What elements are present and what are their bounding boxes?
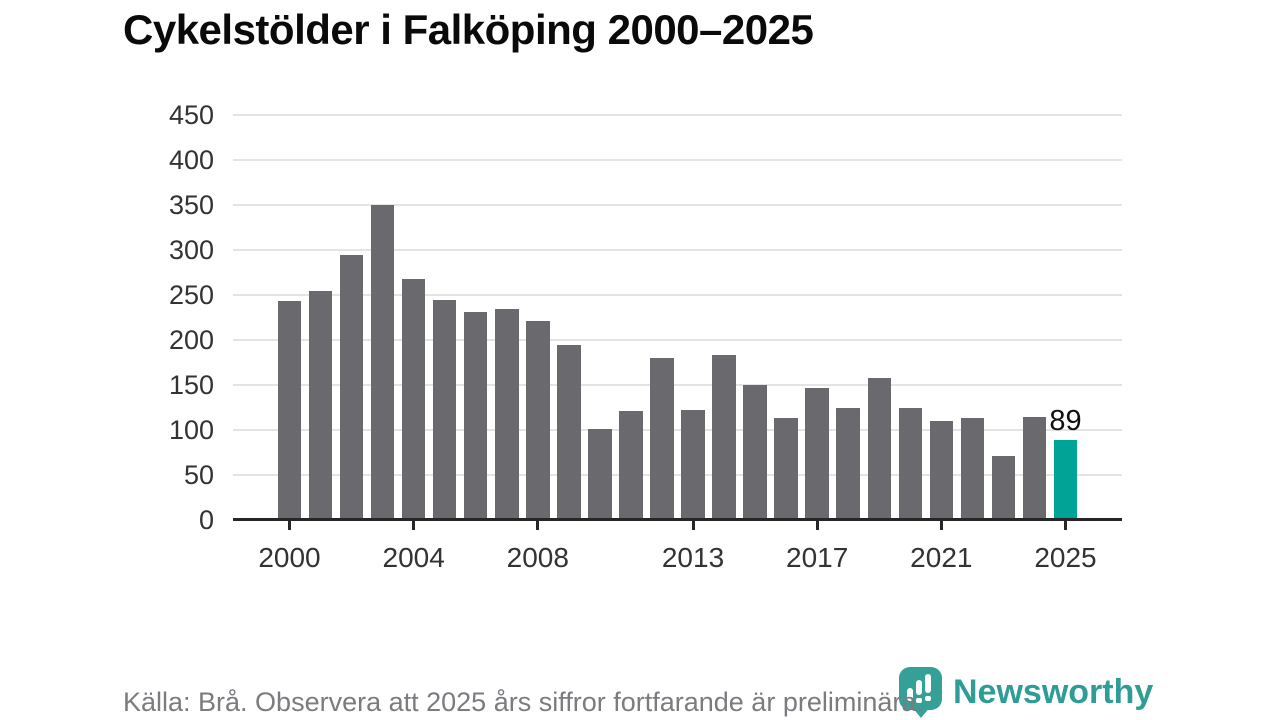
y-tick-label: 50 (183, 460, 214, 490)
bar (650, 358, 674, 520)
y-tick-label: 300 (168, 235, 214, 265)
newsworthy-logo: Newsworthy (899, 665, 1159, 720)
grid-line (233, 474, 1122, 476)
x-axis-tick (536, 521, 540, 530)
bar (495, 309, 519, 520)
x-tick-label: 2017 (786, 542, 849, 573)
bar (929, 421, 954, 520)
grid-line (233, 204, 1122, 206)
bar (277, 301, 302, 520)
bar (588, 429, 612, 520)
y-tick-label: 250 (168, 280, 214, 310)
bar (401, 278, 426, 520)
value-label: 89 (1049, 404, 1082, 437)
bar (308, 290, 333, 520)
x-tick-label: 2004 (382, 542, 445, 573)
bar (836, 407, 860, 520)
y-tick-label: 450 (168, 100, 214, 130)
x-tick-label: 2021 (910, 542, 973, 573)
grid-line (233, 114, 1122, 116)
x-axis-line (233, 518, 1122, 521)
x-tick-label: 2013 (661, 542, 725, 573)
x-axis-tick (939, 521, 943, 530)
y-tick-label: 0 (198, 505, 214, 535)
x-tick-label: 2008 (506, 542, 569, 573)
newsworthy-wordmark: Newsworthy (953, 673, 1154, 711)
x-axis-tick (1064, 521, 1067, 530)
bar (991, 456, 1016, 520)
y-tick-label: 400 (168, 145, 214, 175)
logo-bar-tall (925, 674, 931, 693)
logo-bar-short (907, 688, 913, 701)
bar (867, 377, 891, 520)
bar (463, 312, 488, 520)
x-axis-tick (288, 521, 291, 530)
bar-highlighted (1053, 439, 1078, 520)
x-tick-label: 2000 (258, 542, 321, 573)
logo-dot-1 (916, 698, 922, 703)
grid-line (233, 249, 1122, 251)
logo-bar-medium (916, 680, 922, 695)
bar (1022, 417, 1047, 520)
grid-line (233, 384, 1122, 386)
bar (960, 418, 985, 520)
y-tick-label: 150 (168, 370, 214, 400)
bar (898, 407, 923, 520)
grid-line (233, 339, 1122, 341)
source-note: Källa: Brå. Observera att 2025 års siffr… (123, 687, 924, 717)
bar (339, 254, 364, 520)
x-axis-tick (412, 521, 416, 530)
bar (712, 355, 736, 520)
logo-pin-tail (912, 707, 930, 718)
y-tick-label: 200 (168, 325, 214, 355)
bar (432, 299, 457, 520)
x-axis-tick (691, 521, 695, 530)
logo-dot-2 (925, 696, 931, 701)
bar (557, 344, 581, 520)
bar (805, 387, 829, 520)
grid-line (233, 429, 1122, 431)
bar (743, 385, 767, 520)
chart-title: Cykelstölder i Falköping 2000–2025 (123, 6, 814, 53)
x-tick-label: 2025 (1034, 542, 1097, 573)
bar (526, 321, 550, 520)
bar (619, 411, 643, 520)
bar-chart-plot-area: 0 50 100 150 200 250 300 350 400 450 89 2000 2004 200… (168, 100, 1122, 573)
bar (681, 410, 705, 520)
y-tick-label: 100 (168, 415, 214, 445)
bar (774, 418, 798, 520)
newsworthy-bubble-barchart-icon (899, 667, 942, 710)
x-axis-tick (815, 521, 819, 530)
bar (370, 205, 395, 520)
grid-line (233, 159, 1122, 161)
grid-line (233, 294, 1122, 296)
y-tick-label: 350 (168, 190, 214, 220)
